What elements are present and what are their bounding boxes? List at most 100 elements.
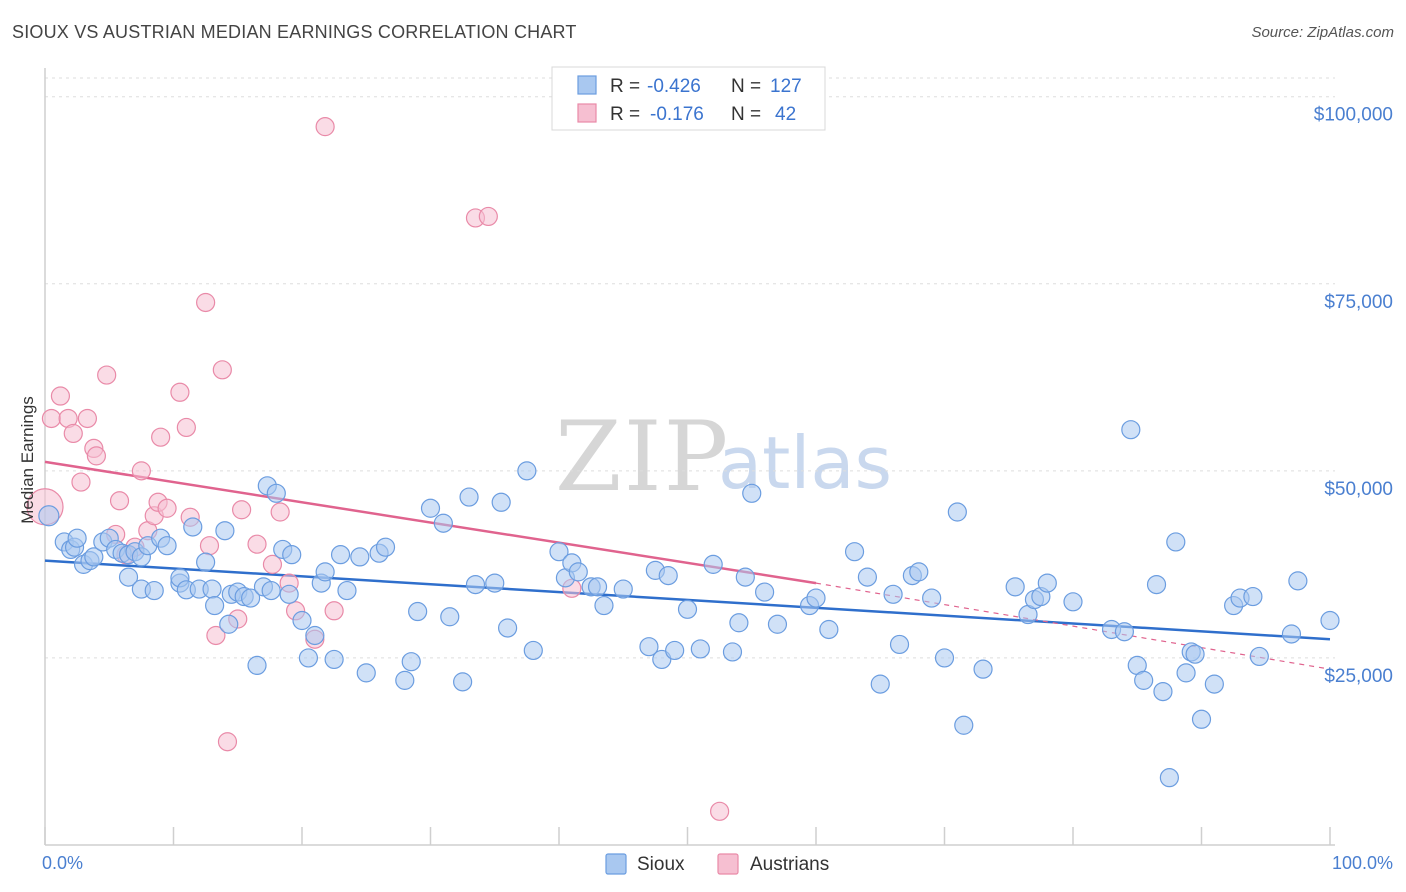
- chart-title: SIOUX VS AUSTRIAN MEDIAN EARNINGS CORREL…: [12, 22, 577, 42]
- sioux-point-0: [38, 505, 60, 527]
- sioux-point-94: [844, 542, 865, 562]
- sioux-point-52: [356, 663, 376, 683]
- sioux-point-76: [613, 579, 633, 599]
- austrians-point-8: [86, 446, 107, 466]
- sioux-point-20: [157, 536, 177, 556]
- sioux-point-117: [1146, 574, 1167, 595]
- sioux-point-48: [324, 649, 344, 670]
- bottom-legend-swatch-austrians: [717, 853, 739, 875]
- y-tick-labels: $25,000 $50,000 $75,000 $100,000: [1314, 105, 1393, 687]
- sioux-point-66: [498, 618, 518, 638]
- legend-n-value-austrians: 42: [775, 104, 796, 125]
- austrians-point-24: [199, 536, 220, 556]
- bottom-legend-label-sioux: Sioux: [637, 854, 685, 875]
- austrians-point-1: [41, 408, 62, 429]
- austrians-point-18: [157, 498, 177, 518]
- sioux-point-88: [742, 483, 762, 503]
- austrians-point-5: [71, 472, 91, 492]
- sioux-point-18: [144, 580, 164, 601]
- sioux-point-121: [1176, 663, 1196, 683]
- sioux-point-129: [1249, 646, 1269, 667]
- austrians-point-32: [270, 502, 290, 522]
- sioux-point-124: [1191, 709, 1212, 729]
- austrians-point-23: [196, 292, 216, 313]
- sioux-point-60: [440, 607, 460, 627]
- sioux-point-101: [922, 588, 942, 608]
- sioux-point-98: [889, 634, 910, 655]
- bottom-legend-swatch-sioux: [605, 853, 627, 875]
- austrians-point-20: [170, 382, 190, 402]
- sioux-point-55: [395, 670, 415, 690]
- austrians-trend-line-extension: [815, 582, 1331, 670]
- austrians-point-2: [50, 386, 71, 406]
- sioux-point-120: [1159, 768, 1179, 788]
- y-tick-label-100000: $100,000: [1314, 105, 1393, 126]
- sioux-point-96: [870, 674, 890, 694]
- y-tick-label-25000: $25,000: [1324, 666, 1393, 687]
- sioux-point-111: [1063, 592, 1083, 612]
- sioux-point-38: [261, 580, 281, 601]
- sioux-point-87: [735, 567, 755, 587]
- sioux-point-68: [523, 640, 543, 661]
- sioux-point-4: [67, 528, 87, 548]
- sioux-point-118: [1153, 681, 1173, 702]
- sioux-point-43: [292, 610, 312, 631]
- austrians-point-4: [63, 423, 83, 444]
- sioux-point-50: [337, 580, 357, 601]
- sioux-point-100: [909, 562, 929, 582]
- legend-r-value-austrians: -0.176: [650, 104, 704, 125]
- sioux-point-56: [401, 652, 421, 672]
- x-tick-label-min: 0.0%: [42, 853, 83, 873]
- legend-r-label-sioux: R =: [610, 76, 640, 97]
- sioux-point-90: [767, 614, 788, 634]
- sioux-point-41: [279, 584, 299, 604]
- sioux-point-132: [1320, 610, 1340, 631]
- sioux-point-84: [703, 554, 723, 574]
- austrians-point-31: [262, 554, 283, 574]
- sioux-point-69: [549, 542, 569, 562]
- sioux-point-59: [433, 513, 453, 533]
- sioux-point-44: [298, 648, 319, 668]
- legend-swatch-austrians: [577, 103, 597, 123]
- grid-lines: [45, 77, 1335, 659]
- austrians-point-39: [478, 206, 498, 227]
- sioux-point-64: [485, 573, 505, 593]
- sioux-point-113: [1114, 622, 1135, 642]
- sioux-point-62: [459, 487, 479, 507]
- sioux-point-47: [315, 562, 335, 582]
- sioux-point-110: [1037, 573, 1057, 593]
- austrians-point-19: [151, 427, 171, 447]
- austrians-trend-line: [44, 460, 817, 585]
- legend-r-label-austrians: R =: [610, 104, 640, 125]
- legend: R = -0.426 N = 127 R = -0.176 N = 42: [551, 66, 826, 131]
- sioux-point-93: [819, 619, 839, 640]
- austrians-point-14: [131, 461, 151, 481]
- sioux-point-42: [282, 545, 302, 565]
- sioux-point-86: [729, 613, 749, 633]
- sioux-point-74: [587, 577, 608, 597]
- sioux-point-49: [330, 545, 351, 565]
- sioux-point-89: [754, 582, 775, 602]
- austrians-point-41: [710, 801, 730, 821]
- sioux-point-27: [202, 579, 222, 599]
- legend-swatch-sioux: [577, 75, 597, 95]
- sioux-point-30: [219, 614, 239, 634]
- sioux-point-77: [639, 637, 659, 657]
- austrians-point-25: [206, 625, 226, 646]
- sioux-point-51: [350, 547, 370, 567]
- sioux-point-131: [1288, 571, 1308, 591]
- sioux-point-39: [266, 483, 286, 503]
- sioux-point-82: [677, 599, 698, 619]
- sioux-point-7: [84, 547, 104, 567]
- bottom-legend-label-austrians: Austrians: [750, 854, 829, 875]
- sioux-point-63: [465, 574, 486, 595]
- sioux-point-114: [1121, 420, 1141, 440]
- sioux-point-95: [857, 567, 878, 587]
- sioux-point-128: [1243, 586, 1263, 607]
- sioux-point-67: [517, 461, 537, 481]
- legend-n-value-sioux: 127: [770, 76, 802, 97]
- austrians-point-21: [176, 417, 196, 438]
- sioux-point-92: [806, 588, 826, 608]
- sioux-point-80: [658, 566, 678, 586]
